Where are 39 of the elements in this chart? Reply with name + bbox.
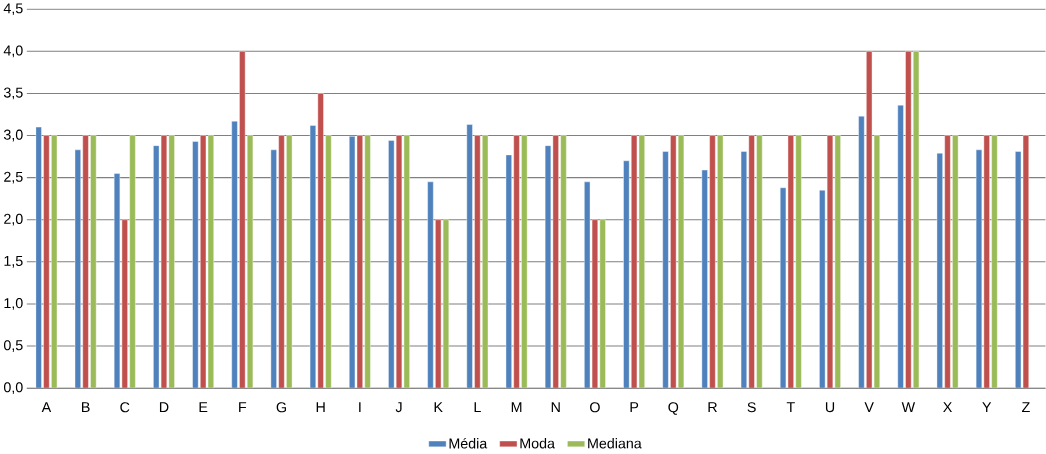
y-tick-label: 2,0 [4, 213, 23, 226]
x-tick-label: K [434, 402, 443, 413]
x-tick-label: H [316, 402, 325, 413]
x-tick-label: Z [1021, 402, 1030, 413]
y-tick-label: 2,5 [4, 171, 23, 184]
x-tick-label: E [199, 402, 208, 413]
legend-label: Mediana [588, 437, 642, 449]
x-tick-label: U [825, 402, 835, 413]
x-tick-label: G [276, 402, 286, 413]
y-tick-label: 1,0 [4, 298, 23, 310]
x-tick-label: M [511, 402, 522, 413]
x-tick-label: C [120, 402, 130, 413]
x-tick-label: P [630, 402, 639, 413]
y-tick-label: 0,5 [3, 340, 23, 352]
x-tick-label: N [551, 402, 560, 413]
legend-label: Média [449, 437, 488, 449]
x-tick-label: L [474, 402, 481, 413]
x-tick-label: R [708, 402, 717, 413]
x-tick-label: T [786, 402, 795, 413]
x-tick-label: X [943, 402, 952, 413]
x-tick-label: V [864, 402, 874, 413]
x-tick-label: Y [982, 402, 992, 413]
x-tick-label: F [239, 402, 247, 413]
x-tick-label: S [747, 402, 756, 413]
x-tick-label: B [82, 402, 90, 413]
x-tick-label: A [41, 402, 52, 413]
x-tick-label: Q [668, 402, 679, 415]
x-tick-label: O [590, 402, 600, 413]
y-tick-label: 4,0 [3, 45, 23, 58]
legend-label: Moda [520, 437, 555, 449]
y-tick-label: 4,5 [3, 3, 23, 16]
y-tick-label: 1,5 [4, 256, 23, 268]
x-tick-label: D [159, 402, 169, 413]
y-tick-label: 3,0 [3, 129, 23, 142]
x-tick-label: I [359, 402, 361, 413]
y-tick-label: 3,5 [3, 87, 23, 100]
y-tick-label: 0,0 [3, 382, 23, 395]
x-tick-label: J [395, 402, 402, 413]
x-tick-label: W [901, 402, 916, 413]
